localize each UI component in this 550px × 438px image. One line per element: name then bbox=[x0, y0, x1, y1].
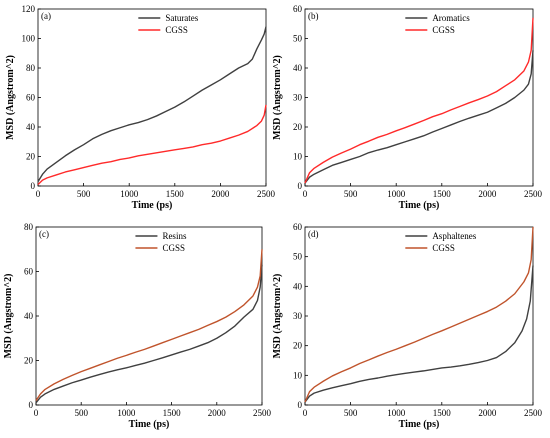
y-tick-label: 0 bbox=[29, 400, 34, 410]
x-tick-label: 500 bbox=[74, 408, 88, 418]
legend-label: CGSS bbox=[432, 25, 455, 35]
series-line-asphaltenes bbox=[304, 265, 534, 403]
plot-frame bbox=[304, 226, 534, 406]
x-tick-label: 0 bbox=[36, 189, 41, 199]
legend-label: CGSS bbox=[165, 25, 188, 35]
x-tick-label: 2500 bbox=[524, 189, 543, 199]
x-tick-label: 500 bbox=[77, 189, 91, 199]
y-tick-label: 80 bbox=[24, 222, 34, 232]
x-tick-label: 2000 bbox=[478, 189, 497, 199]
x-tick-label: 2500 bbox=[253, 408, 272, 418]
y-tick-label: 40 bbox=[24, 311, 34, 321]
chart-panel-4: 0 500 1000 1500 2000 2500 0 10 20 30 40 50 60 Time (p… bbox=[272, 222, 543, 430]
y-tick-label: 0 bbox=[298, 181, 303, 191]
series-line-cgss bbox=[37, 104, 267, 186]
chart-panel-3: 0 500 1000 1500 2000 2500 0 20 40 60 80 Time (ps) MS… bbox=[3, 222, 272, 430]
series-line-cgss bbox=[35, 249, 263, 401]
y-tick-label: 10 bbox=[293, 370, 303, 380]
chart-panel-1: 0 500 1000 1500 2000 2500 0 20 40 60 80 100 120 Time … bbox=[5, 4, 276, 211]
panel-label: (a) bbox=[41, 11, 51, 21]
panel-label: (c) bbox=[39, 229, 49, 239]
y-tick-label: 60 bbox=[293, 4, 303, 14]
y-tick-label: 20 bbox=[293, 122, 303, 132]
series-line-resins bbox=[35, 264, 263, 404]
y-axis-title: MSD (Angstrom^2) bbox=[272, 274, 283, 359]
y-tick-label: 30 bbox=[293, 311, 303, 321]
series-line-cgss bbox=[304, 226, 534, 403]
y-tick-label: 30 bbox=[293, 93, 303, 103]
y-tick-label: 0 bbox=[31, 181, 36, 191]
x-tick-label: 1000 bbox=[117, 408, 136, 418]
legend-label: Resins bbox=[162, 231, 187, 241]
plot-frame bbox=[37, 8, 267, 187]
y-tick-label: 80 bbox=[26, 63, 36, 73]
y-tick-label: 100 bbox=[22, 34, 36, 44]
legend-label: Saturates bbox=[165, 13, 198, 23]
x-tick-label: 1000 bbox=[387, 408, 406, 418]
x-tick-label: 500 bbox=[344, 408, 358, 418]
chart-panel-2: 0 500 1000 1500 2000 2500 0 10 20 30 40 50 60 Time (p… bbox=[272, 4, 543, 211]
y-tick-label: 40 bbox=[26, 122, 36, 132]
y-tick-label: 120 bbox=[22, 4, 36, 14]
x-tick-label: 2000 bbox=[211, 189, 230, 199]
y-axis-title: MSD (Angstrom^2) bbox=[5, 55, 16, 140]
x-axis-title: Time (ps) bbox=[132, 200, 173, 211]
panel-label: (b) bbox=[308, 11, 319, 21]
y-tick-label: 20 bbox=[26, 152, 36, 162]
x-tick-label: 1500 bbox=[433, 189, 452, 199]
x-axis-title: Time (ps) bbox=[399, 419, 440, 430]
x-tick-label: 0 bbox=[34, 408, 39, 418]
x-tick-label: 1000 bbox=[387, 189, 406, 199]
y-tick-label: 0 bbox=[298, 400, 303, 410]
y-tick-label: 40 bbox=[293, 63, 303, 73]
legend-label: CGSS bbox=[162, 243, 185, 253]
y-axis-title: MSD (Angstrom^2) bbox=[272, 55, 283, 140]
y-tick-label: 10 bbox=[293, 152, 303, 162]
legend-label: Asphaltenes bbox=[432, 231, 476, 241]
x-axis-title: Time (ps) bbox=[129, 419, 170, 430]
x-tick-label: 1500 bbox=[166, 189, 185, 199]
series-line-cgss bbox=[304, 17, 534, 184]
legend-label: CGSS bbox=[432, 243, 455, 253]
y-tick-label: 50 bbox=[293, 34, 303, 44]
series-line-aromatics bbox=[304, 50, 534, 184]
y-tick-label: 20 bbox=[24, 356, 34, 366]
y-tick-label: 50 bbox=[293, 252, 303, 262]
x-tick-label: 2500 bbox=[257, 189, 276, 199]
x-tick-label: 1000 bbox=[120, 189, 139, 199]
x-tick-label: 1500 bbox=[433, 408, 452, 418]
series-line-saturates bbox=[37, 26, 267, 182]
x-tick-label: 0 bbox=[303, 189, 308, 199]
y-tick-label: 40 bbox=[293, 281, 303, 291]
x-tick-label: 2000 bbox=[478, 408, 497, 418]
y-tick-label: 60 bbox=[293, 222, 303, 232]
legend-label: Aromatics bbox=[432, 13, 470, 23]
y-tick-label: 60 bbox=[26, 93, 36, 103]
x-tick-label: 1500 bbox=[163, 408, 182, 418]
plot-frame bbox=[304, 8, 534, 187]
x-tick-label: 500 bbox=[344, 189, 358, 199]
y-tick-label: 60 bbox=[24, 267, 34, 277]
y-axis-title: MSD (Angstrom^2) bbox=[3, 274, 14, 359]
x-tick-label: 0 bbox=[303, 408, 308, 418]
x-axis-title: Time (ps) bbox=[399, 200, 440, 211]
panel-label: (d) bbox=[308, 229, 319, 239]
y-tick-label: 20 bbox=[293, 341, 303, 351]
x-tick-label: 2500 bbox=[524, 408, 543, 418]
x-tick-label: 2000 bbox=[208, 408, 227, 418]
